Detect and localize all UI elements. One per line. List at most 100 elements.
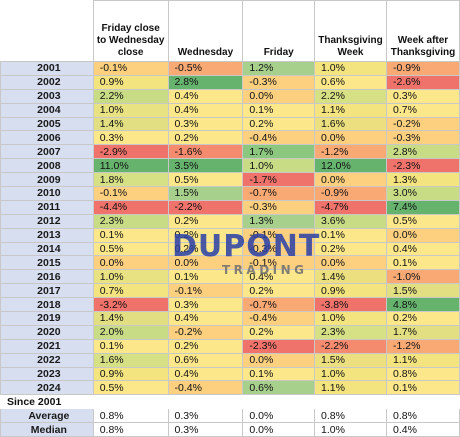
year-cell: 2001 <box>0 61 94 76</box>
value-cell: 1.1% <box>386 352 460 368</box>
year-cell: 2004 <box>0 102 94 118</box>
value-cell: 0.2% <box>242 116 316 132</box>
year-cell: 2018 <box>0 297 94 313</box>
value-cell: -1.6% <box>167 144 244 160</box>
table-row: 2023 0.9% 0.4% 0.1% 1.0% 0.8% <box>0 366 460 382</box>
value-cell: 0.1% <box>242 102 316 118</box>
value-cell: 1.4% <box>314 269 387 285</box>
year-cell: 2021 <box>0 338 94 354</box>
value-cell: 0.2% <box>167 227 244 243</box>
value-cell: -0.1% <box>242 255 316 271</box>
value-cell: -2.6% <box>386 74 460 90</box>
year-cell: 2010 <box>0 186 94 201</box>
table-row: 2008 11.0% 3.5% 1.0% 12.0% -2.3% <box>0 158 460 174</box>
value-cell: -2.3% <box>386 158 460 174</box>
value-cell: 0.4% <box>167 311 244 326</box>
summary-value: 0.0% <box>242 408 316 424</box>
value-cell: -0.4% <box>242 311 316 326</box>
value-cell: 1.4% <box>92 116 169 132</box>
value-cell: 0.5% <box>386 213 460 229</box>
since-row: Since 2001 <box>0 394 460 410</box>
value-cell: 1.5% <box>167 186 244 201</box>
since-label: Since 2001 <box>0 394 94 410</box>
value-cell: -0.9% <box>314 186 387 201</box>
summary-value: 0.3% <box>167 408 244 424</box>
value-cell: 0.8% <box>386 366 460 382</box>
year-cell: 2009 <box>0 172 94 188</box>
value-cell: 0.4% <box>242 269 316 285</box>
value-cell: 0.4% <box>167 366 244 382</box>
value-cell: 1.7% <box>242 144 316 160</box>
value-cell: -0.7% <box>242 186 316 201</box>
value-cell: 12.0% <box>314 158 387 174</box>
table-row: 2022 1.6% 0.6% 0.0% 1.5% 1.1% <box>0 352 460 368</box>
value-cell: 0.7% <box>386 102 460 118</box>
value-cell: -4.4% <box>92 199 169 215</box>
value-cell: 0.0% <box>242 352 316 368</box>
value-cell: 2.0% <box>92 324 169 340</box>
value-cell: 0.5% <box>92 241 169 257</box>
value-cell: -0.3% <box>386 130 460 146</box>
value-cell: -3.8% <box>314 297 387 313</box>
header-week-after: Week after Thanksgiving <box>386 0 460 62</box>
value-cell: 1.1% <box>314 102 387 118</box>
value-cell: 0.9% <box>92 366 169 382</box>
empty-cell <box>242 394 316 410</box>
value-cell: 0.1% <box>242 366 316 382</box>
summary-value: 0.8% <box>386 408 460 424</box>
value-cell: 0.1% <box>92 227 169 243</box>
value-cell: 2.2% <box>92 88 169 104</box>
value-cell: 0.0% <box>92 255 169 271</box>
value-cell: -0.3% <box>242 241 316 257</box>
value-cell: 11.0% <box>92 158 169 174</box>
value-cell: 0.9% <box>92 74 169 90</box>
value-cell: 0.1% <box>386 380 460 396</box>
value-cell: -0.9% <box>386 61 460 76</box>
table-row: 2014 0.5% 0.2% -0.3% 0.2% 0.4% <box>0 241 460 257</box>
table-row: 2024 0.5% -0.4% 0.6% 1.1% 0.1% <box>0 380 460 396</box>
table-row: 2004 1.0% 0.4% 0.1% 1.1% 0.7% <box>0 102 460 118</box>
value-cell: 1.1% <box>314 380 387 396</box>
value-cell: 0.3% <box>386 88 460 104</box>
value-cell: 4.8% <box>386 297 460 313</box>
year-cell: 2016 <box>0 269 94 285</box>
value-cell: 2.3% <box>314 324 387 340</box>
value-cell: -0.4% <box>242 130 316 146</box>
value-cell: -1.7% <box>242 172 316 188</box>
table-row: 2006 0.3% 0.2% -0.4% 0.0% -0.3% <box>0 130 460 146</box>
value-cell: 1.8% <box>92 172 169 188</box>
value-cell: 0.4% <box>386 241 460 257</box>
value-cell: -3.2% <box>92 297 169 313</box>
value-cell: 2.3% <box>92 213 169 229</box>
value-cell: -0.1% <box>242 227 316 243</box>
header-corner <box>0 0 94 62</box>
value-cell: 0.6% <box>167 352 244 368</box>
summary-value: 0.4% <box>386 422 460 437</box>
value-cell: 0.4% <box>167 88 244 104</box>
year-cell: 2006 <box>0 130 94 146</box>
year-cell: 2002 <box>0 74 94 90</box>
value-cell: 0.0% <box>386 227 460 243</box>
year-cell: 2012 <box>0 213 94 229</box>
value-cell: -0.1% <box>92 186 169 201</box>
summary-value: 0.8% <box>92 422 169 437</box>
value-cell: 1.7% <box>386 324 460 340</box>
value-cell: 0.5% <box>92 380 169 396</box>
value-cell: 0.6% <box>314 74 387 90</box>
value-cell: -2.2% <box>314 338 387 354</box>
value-cell: 0.0% <box>167 255 244 271</box>
table-body: 2001 -0.1% -0.5% 1.2% 1.0% -0.9% 2002 0.9% 2.8% -… <box>0 61 460 437</box>
value-cell: 1.0% <box>314 366 387 382</box>
value-cell: 0.2% <box>167 213 244 229</box>
value-cell: -1.2% <box>314 144 387 160</box>
value-cell: 0.9% <box>314 283 387 299</box>
value-cell: 0.3% <box>167 116 244 132</box>
summary-value: 0.3% <box>167 422 244 437</box>
value-cell: -1.2% <box>386 338 460 354</box>
year-cell: 2020 <box>0 324 94 340</box>
header-friday-to-wednesday: Friday close to Wednesday close <box>92 0 169 62</box>
year-cell: 2022 <box>0 352 94 368</box>
value-cell: 1.0% <box>92 102 169 118</box>
value-cell: 0.2% <box>242 324 316 340</box>
